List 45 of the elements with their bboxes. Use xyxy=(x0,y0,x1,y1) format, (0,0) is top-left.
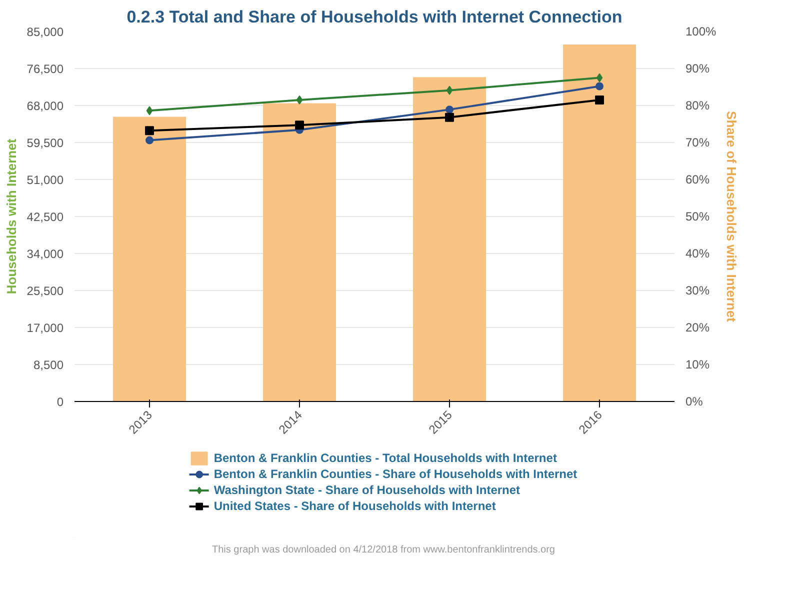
chart-title: 0.2.3 Total and Share of Households with Internet Connection xyxy=(126,8,622,26)
y-tick-label: 68,000 xyxy=(26,99,64,113)
point xyxy=(145,126,154,136)
bar xyxy=(263,103,336,402)
y2-tick-label: 70% xyxy=(686,136,710,150)
y2-tick-label: 50% xyxy=(686,210,710,224)
bar xyxy=(113,116,186,402)
y2-tick-label: 10% xyxy=(686,358,710,372)
point xyxy=(446,86,453,95)
y-tick-label: 85,000 xyxy=(26,25,64,39)
legend-label: United States - Share of Households with Internet xyxy=(214,498,496,514)
bar xyxy=(413,77,486,402)
y-tick-label: 51,000 xyxy=(26,173,64,187)
y2-tick-label: 60% xyxy=(686,172,710,186)
y-tick-label: 42,500 xyxy=(26,210,64,224)
y-tick-label: 17,000 xyxy=(26,321,64,335)
y-tick-label: 0 xyxy=(56,395,64,409)
y2-tick-label: 20% xyxy=(686,320,710,334)
y2-tick-label: 0% xyxy=(686,394,704,408)
bar xyxy=(563,44,636,402)
text: This graph was downloaded on 4/12/2018 from www.bentonfranklintrends.org xyxy=(212,544,555,556)
y-tick-label: 34,000 xyxy=(26,247,64,261)
point xyxy=(446,106,454,114)
legend-label: Washington State - Share of Households with Internet xyxy=(214,482,520,498)
point xyxy=(295,120,304,130)
y-tick-label: 76,500 xyxy=(26,62,64,76)
legend-label: Benton & Franklin Counties - Total Households with Internet xyxy=(214,450,557,466)
y2-tick-label: 40% xyxy=(686,246,710,260)
y2-tick-label: 90% xyxy=(686,62,710,76)
y-tick-label: 59,500 xyxy=(26,136,64,150)
point xyxy=(146,106,153,116)
y2-tick-label: 30% xyxy=(686,284,710,298)
point xyxy=(445,112,454,122)
y2-tick-label: 80% xyxy=(686,98,710,112)
legend-label: Benton & Franklin Counties - Share of Households with Internet xyxy=(214,466,578,482)
point xyxy=(595,95,604,104)
point xyxy=(596,82,604,90)
y-tick-label: 8,500 xyxy=(33,358,64,372)
y-axis-title: Households with Internet xyxy=(4,138,19,294)
y2-axis-title: Share of Households with Internet xyxy=(724,111,740,323)
y-tick-label: 25,500 xyxy=(26,284,64,298)
point xyxy=(296,95,303,104)
point xyxy=(146,136,154,144)
point xyxy=(596,73,603,82)
y2-tick-label: 100% xyxy=(686,24,717,38)
